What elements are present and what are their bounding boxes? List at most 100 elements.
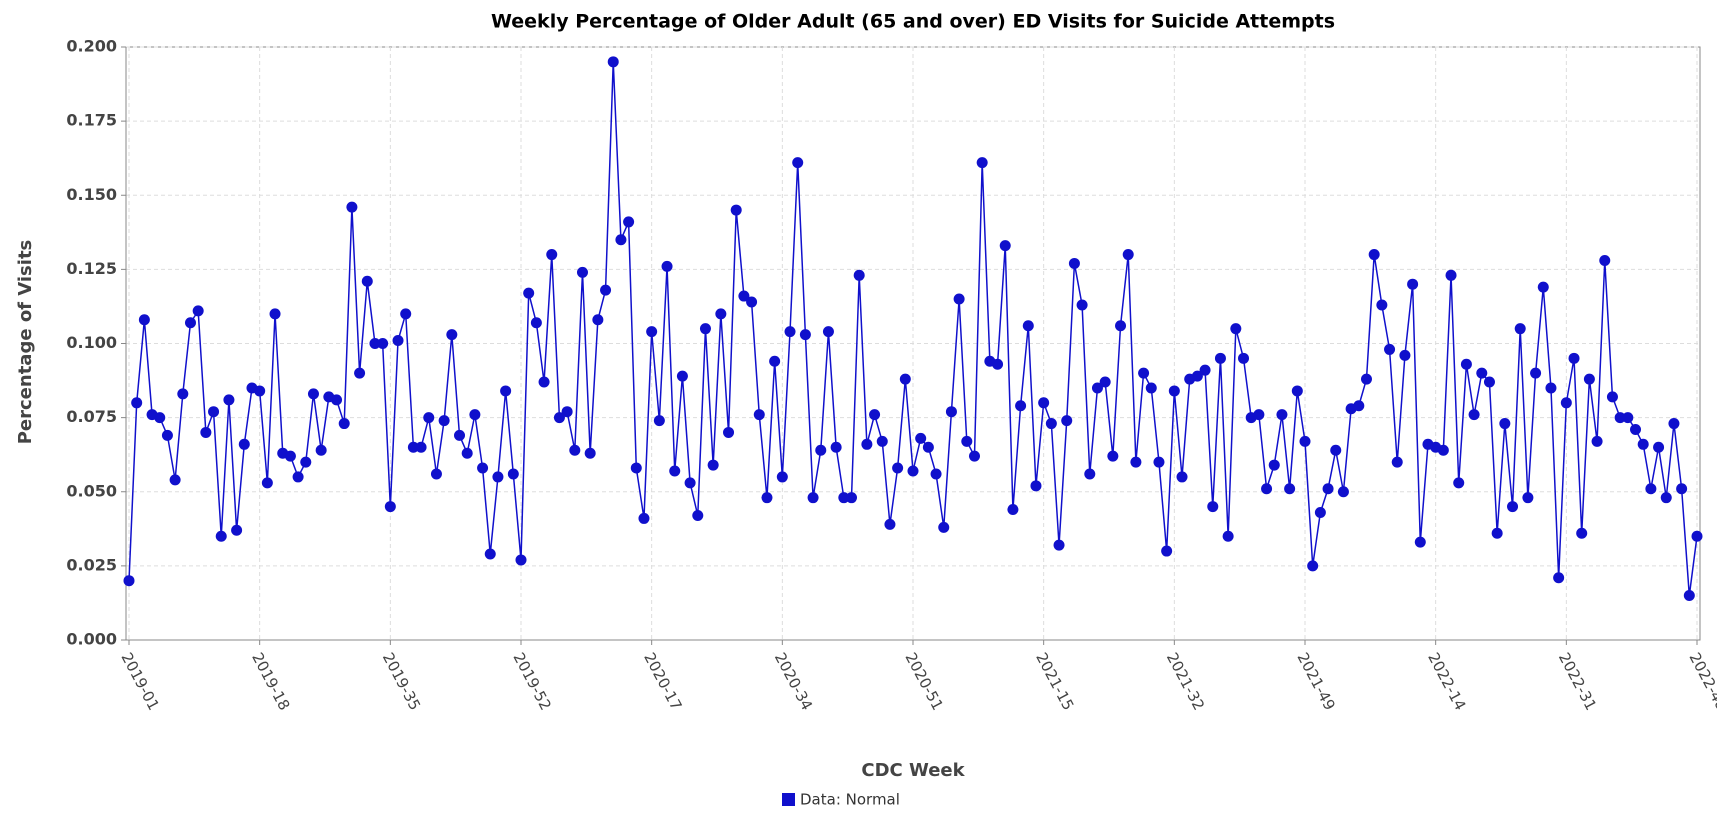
data-point [1414, 536, 1426, 548]
data-point [1676, 483, 1688, 495]
data-point [576, 266, 588, 278]
y-tick-label: 0.100 [66, 333, 117, 352]
data-point [477, 462, 489, 474]
legend-swatch [782, 793, 795, 806]
data-point [938, 521, 950, 533]
data-point [1253, 409, 1265, 421]
data-point [161, 429, 173, 441]
x-tick-label: 2019-52 [509, 650, 554, 714]
data-point [1399, 349, 1411, 361]
data-point [976, 157, 988, 169]
data-point [1499, 418, 1511, 430]
x-tick-label: 2019-18 [248, 650, 293, 714]
data-point [922, 441, 934, 453]
data-point [1007, 504, 1019, 516]
data-point [430, 468, 442, 480]
data-point [684, 477, 696, 489]
data-point [1683, 590, 1695, 602]
data-point [561, 406, 573, 418]
data-point [507, 468, 519, 480]
data-point [584, 447, 596, 459]
data-point [361, 275, 373, 287]
data-point [1261, 483, 1273, 495]
data-point [553, 412, 565, 424]
data-point [1384, 343, 1396, 355]
data-point [992, 358, 1004, 370]
y-tick-label: 0.075 [66, 407, 117, 426]
data-point [1276, 409, 1288, 421]
y-tick-label: 0.000 [66, 630, 117, 649]
x-tick-label: 2021-32 [1163, 650, 1208, 714]
data-point [1491, 527, 1503, 539]
y-axis-title: Percentage of Visits [15, 240, 36, 445]
data-point [392, 335, 404, 347]
data-point [238, 438, 250, 450]
data-point [284, 450, 296, 462]
data-point [1576, 527, 1588, 539]
x-tick-label: 2020-17 [640, 650, 685, 714]
data-point [1299, 435, 1311, 447]
data-point [1099, 376, 1111, 388]
data-point [1238, 352, 1250, 364]
data-point [569, 444, 581, 456]
data-point [1291, 385, 1303, 397]
data-point [1476, 367, 1488, 379]
y-tick-label: 0.175 [66, 111, 117, 130]
data-point [1138, 367, 1150, 379]
data-point [961, 435, 973, 447]
data-point [1614, 412, 1626, 424]
data-point [315, 444, 327, 456]
data-point [1660, 492, 1672, 504]
data-point [454, 429, 466, 441]
data-point [1483, 376, 1495, 388]
data-point [1168, 385, 1180, 397]
data-point [1468, 409, 1480, 421]
data-point [1337, 486, 1349, 498]
data-point [446, 329, 458, 341]
data-point [1068, 257, 1080, 269]
x-tick-label: 2021-15 [1032, 650, 1077, 714]
data-point [1568, 352, 1580, 364]
data-point [1222, 530, 1234, 542]
data-point [822, 326, 834, 338]
data-point [907, 465, 919, 477]
data-point [884, 518, 896, 530]
data-point [1330, 444, 1342, 456]
data-point [1537, 281, 1549, 293]
data-point [1322, 483, 1334, 495]
data-point [1437, 444, 1449, 456]
data-point [1191, 370, 1203, 382]
x-tick-label: 2019-01 [117, 650, 162, 714]
data-point [1145, 382, 1157, 394]
data-point [1645, 483, 1657, 495]
data-point [138, 314, 150, 326]
data-point [354, 367, 366, 379]
data-point [915, 432, 927, 444]
data-point [269, 308, 281, 320]
data-point [1084, 468, 1096, 480]
data-point [776, 471, 788, 483]
data-point [1130, 456, 1142, 468]
data-point [1199, 364, 1211, 376]
data-point [254, 385, 266, 397]
data-point [307, 388, 319, 400]
data-point [208, 406, 220, 418]
data-point [338, 418, 350, 430]
data-point [761, 492, 773, 504]
y-tick-label: 0.050 [66, 481, 117, 500]
data-point [1583, 373, 1595, 385]
data-point [1045, 418, 1057, 430]
data-point [300, 456, 312, 468]
data-point [469, 409, 481, 421]
data-point [1030, 480, 1042, 492]
data-point [1122, 249, 1134, 261]
data-point [746, 296, 758, 308]
data-point [1591, 435, 1603, 447]
data-point [1606, 391, 1618, 403]
data-point [131, 397, 143, 409]
data-point [231, 524, 243, 536]
data-point [384, 501, 396, 513]
data-point [192, 305, 204, 317]
y-tick-label: 0.200 [66, 37, 117, 56]
data-point [1507, 501, 1519, 513]
